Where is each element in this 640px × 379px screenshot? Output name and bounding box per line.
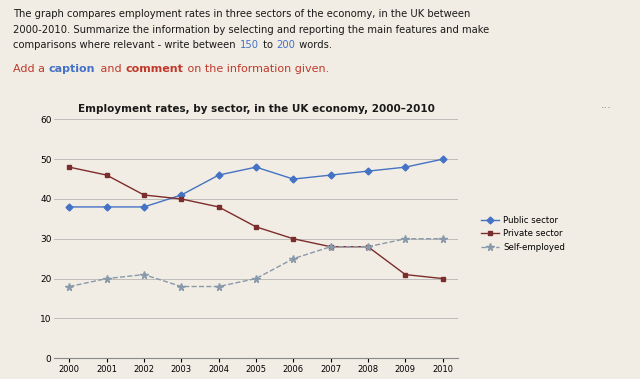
Text: to: to — [260, 40, 276, 50]
Title: Employment rates, by sector, in the UK economy, 2000–2010: Employment rates, by sector, in the UK e… — [77, 105, 435, 114]
Text: and: and — [97, 64, 125, 74]
Text: ...: ... — [600, 100, 611, 110]
Text: comment: comment — [125, 64, 183, 74]
Legend: Public sector, Private sector, Self-employed: Public sector, Private sector, Self-empl… — [478, 213, 568, 255]
Text: comparisons where relevant - write between: comparisons where relevant - write betwe… — [13, 40, 239, 50]
Text: The graph compares employment rates in three sectors of the economy, in the UK b: The graph compares employment rates in t… — [13, 9, 470, 19]
Text: words.: words. — [296, 40, 332, 50]
Text: caption: caption — [49, 64, 95, 74]
Text: 150: 150 — [240, 40, 259, 50]
Text: on the information given.: on the information given. — [184, 64, 329, 74]
Text: 200: 200 — [276, 40, 295, 50]
Text: 2000-2010. Summarize the information by selecting and reporting the main feature: 2000-2010. Summarize the information by … — [13, 25, 489, 34]
Text: Add a: Add a — [13, 64, 48, 74]
